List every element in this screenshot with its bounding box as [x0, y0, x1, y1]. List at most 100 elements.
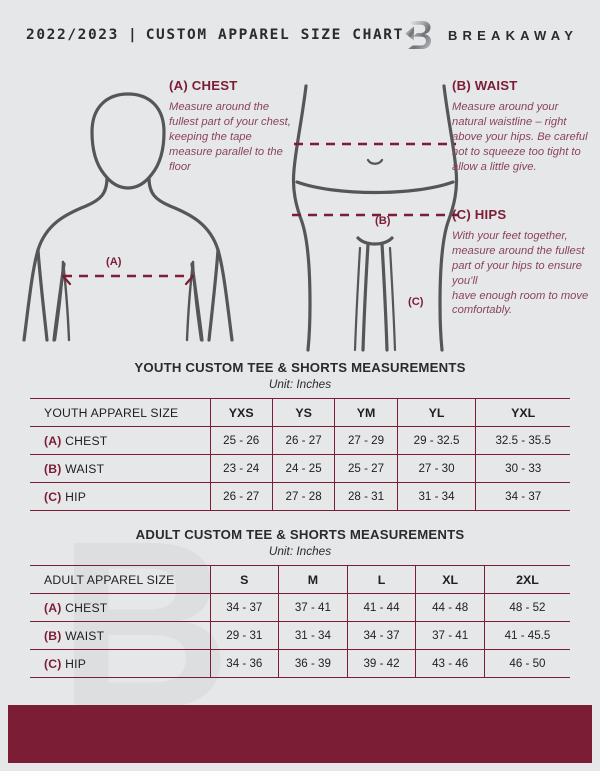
table-row: (B) WAIST 23 - 24 24 - 25 25 - 27 27 - 3…: [30, 454, 570, 483]
youth-cell-2-0: 26 - 27: [210, 482, 273, 511]
adult-table-header-row: ADULT APPAREL SIZE S M L XL 2XL: [30, 565, 570, 594]
note-hips: (C) HIPS With your feet together, measur…: [452, 207, 594, 318]
page-title: CUSTOM APPAREL SIZE CHART: [145, 27, 404, 43]
youth-cell-2-3: 31 - 34: [397, 482, 477, 511]
youth-table-unit: Unit: Inches: [268, 377, 332, 391]
adult-cell-1-4: 41 - 45.5: [484, 621, 570, 650]
youth-table-title: YOUTH CUSTOM TEE & SHORTS MEASUREMENTS: [134, 360, 466, 375]
note-hips-body-line1: With your feet together, measure around …: [452, 230, 585, 287]
adult-cell-0-2: 41 - 44: [347, 593, 417, 622]
adult-cell-1-1: 31 - 34: [278, 621, 348, 650]
adult-cell-2-1: 36 - 39: [278, 649, 348, 678]
youth-size-col-3: YL: [396, 398, 476, 427]
youth-size-col-2: YM: [334, 398, 398, 427]
youth-size-col-1: YS: [271, 398, 335, 427]
note-hips-body: With your feet together, measure around …: [452, 229, 594, 318]
brand-lockup: BREAKAWAY: [404, 18, 578, 52]
youth-cell-0-1: 26 - 27: [272, 426, 336, 455]
note-waist-body: Measure around your natural waistline – …: [452, 101, 588, 173]
youth-size-table: YOUTH APPAREL SIZE YXS YS YM YL YXL (A) …: [30, 398, 570, 511]
brand-name: BREAKAWAY: [447, 27, 579, 43]
youth-cell-1-2: 25 - 27: [334, 454, 398, 483]
adult-cell-0-0: 34 - 37: [210, 593, 280, 622]
youth-row-1-label: (B) WAIST: [30, 454, 211, 483]
note-chest-body: Measure around the fullest part of your …: [169, 101, 291, 173]
youth-cell-2-4: 34 - 37: [475, 482, 570, 511]
youth-cell-1-1: 24 - 25: [272, 454, 336, 483]
note-chest-heading: (A) CHEST: [169, 78, 238, 93]
breakaway-b-logo-icon: [404, 18, 434, 52]
chest-measure-label: (A): [106, 256, 122, 268]
adult-row-2-tag: (C): [44, 656, 62, 671]
youth-cell-1-0: 23 - 24: [210, 454, 273, 483]
adult-table-unit: Unit: Inches: [268, 544, 332, 558]
hips-measure-label: (C): [408, 296, 424, 308]
youth-row-1-tag: (B): [44, 461, 62, 476]
lower-body-diagram: [280, 72, 470, 367]
adult-row-1-tag: (B): [44, 628, 62, 643]
youth-measurements-block: YOUTH CUSTOM TEE & SHORTS MEASUREMENTS U…: [0, 360, 600, 511]
adult-row-header-label: ADULT APPAREL SIZE: [30, 565, 210, 594]
note-hips-body-line2: have enough room to move comfortably.: [452, 289, 589, 317]
adult-cell-2-2: 39 - 42: [347, 649, 417, 678]
youth-row-2-tag: (C): [44, 489, 62, 504]
adult-row-2-label: (C) HIP: [30, 649, 211, 678]
table-row: (C) HIP 26 - 27 27 - 28 28 - 31 31 - 34 …: [30, 482, 570, 511]
adult-row-0-label: (A) CHEST: [30, 593, 211, 622]
adult-row-1-name: WAIST: [65, 628, 105, 643]
youth-row-0-tag: (A): [44, 433, 62, 448]
adult-cell-2-3: 43 - 46: [415, 649, 485, 678]
footer-bar: [8, 705, 592, 763]
adult-cell-0-3: 44 - 48: [415, 593, 485, 622]
youth-row-header-label: YOUTH APPAREL SIZE: [30, 398, 210, 427]
youth-size-col-4: YXL: [475, 398, 570, 427]
adult-row-2-name: HIP: [65, 656, 87, 671]
youth-row-0-name: CHEST: [65, 433, 108, 448]
youth-row-1-name: WAIST: [65, 461, 105, 476]
adult-size-table: ADULT APPAREL SIZE S M L XL 2XL (A) CHES…: [30, 565, 570, 678]
chest-body-diagram: [0, 72, 280, 367]
header-separator: |: [127, 27, 137, 43]
youth-cell-2-2: 28 - 31: [334, 482, 398, 511]
youth-row-0-label: (A) CHEST: [30, 426, 211, 455]
note-chest: (A) CHEST Measure around the fullest par…: [169, 78, 294, 174]
youth-row-2-label: (C) HIP: [30, 482, 211, 511]
season-label: 2022/2023: [26, 27, 119, 43]
note-hips-heading: (C) HIPS: [452, 207, 507, 222]
measurement-diagrams: (A): [0, 70, 600, 360]
adult-row-0-name: CHEST: [65, 600, 108, 615]
adult-cell-2-0: 34 - 36: [210, 649, 280, 678]
adult-size-col-0: S: [209, 565, 279, 594]
adult-size-col-3: XL: [415, 565, 485, 594]
adult-size-col-2: L: [346, 565, 416, 594]
adult-table-title: ADULT CUSTOM TEE & SHORTS MEASUREMENTS: [135, 527, 465, 542]
adult-size-col-4: 2XL: [483, 565, 570, 594]
adult-row-0-tag: (A): [44, 600, 62, 615]
youth-table-header-row: YOUTH APPAREL SIZE YXS YS YM YL YXL: [30, 398, 570, 427]
adult-cell-1-2: 34 - 37: [347, 621, 417, 650]
youth-cell-0-4: 32.5 - 35.5: [475, 426, 570, 455]
youth-cell-0-3: 29 - 32.5: [397, 426, 477, 455]
table-row: (B) WAIST 29 - 31 31 - 34 34 - 37 37 - 4…: [30, 621, 570, 650]
adult-measurements-block: ADULT CUSTOM TEE & SHORTS MEASUREMENTS U…: [0, 527, 600, 678]
table-row: (C) HIP 34 - 36 36 - 39 39 - 42 43 - 46 …: [30, 649, 570, 678]
youth-cell-1-4: 30 - 33: [475, 454, 570, 483]
adult-row-1-label: (B) WAIST: [30, 621, 211, 650]
adult-cell-1-3: 37 - 41: [415, 621, 485, 650]
note-waist: (B) WAIST Measure around your natural wa…: [452, 78, 594, 174]
page-header: 2022/2023 | CUSTOM APPAREL SIZE CHART: [0, 0, 600, 70]
youth-size-col-0: YXS: [209, 398, 273, 427]
adult-cell-1-0: 29 - 31: [210, 621, 280, 650]
youth-cell-0-0: 25 - 26: [210, 426, 273, 455]
youth-cell-0-2: 27 - 29: [334, 426, 398, 455]
adult-cell-2-4: 46 - 50: [484, 649, 570, 678]
youth-cell-1-3: 27 - 30: [397, 454, 477, 483]
youth-row-2-name: HIP: [65, 489, 87, 504]
note-waist-heading: (B) WAIST: [452, 78, 518, 93]
table-row: (A) CHEST 25 - 26 26 - 27 27 - 29 29 - 3…: [30, 426, 570, 455]
adult-cell-0-4: 48 - 52: [484, 593, 570, 622]
waist-measure-label: (B): [375, 215, 391, 227]
adult-size-col-1: M: [278, 565, 348, 594]
youth-cell-2-1: 27 - 28: [272, 482, 336, 511]
